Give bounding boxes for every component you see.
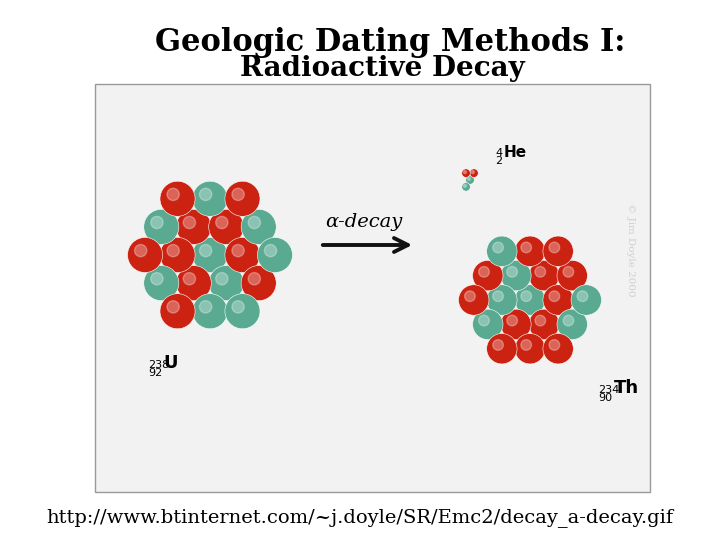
Circle shape (529, 260, 559, 291)
Circle shape (549, 242, 559, 253)
Circle shape (515, 285, 545, 315)
Circle shape (487, 285, 517, 315)
Circle shape (464, 184, 467, 187)
Circle shape (225, 294, 260, 329)
Circle shape (127, 238, 163, 273)
Circle shape (144, 210, 179, 245)
Circle shape (467, 178, 470, 180)
Circle shape (160, 294, 195, 329)
Circle shape (466, 176, 474, 184)
Circle shape (209, 266, 244, 301)
Text: 90: 90 (598, 393, 612, 403)
Circle shape (176, 266, 211, 301)
Circle shape (167, 188, 179, 200)
Circle shape (543, 334, 573, 364)
Circle shape (549, 291, 559, 301)
Circle shape (492, 291, 503, 301)
Circle shape (521, 340, 531, 350)
Circle shape (515, 236, 545, 266)
Circle shape (459, 285, 489, 315)
Text: α-decay: α-decay (325, 213, 402, 231)
Circle shape (225, 181, 260, 217)
Circle shape (248, 217, 261, 228)
Circle shape (199, 245, 212, 256)
Circle shape (150, 217, 163, 228)
Circle shape (464, 171, 467, 173)
Circle shape (557, 260, 588, 291)
Text: Th: Th (614, 379, 639, 397)
Circle shape (479, 315, 490, 326)
Circle shape (469, 169, 478, 178)
Circle shape (543, 285, 573, 315)
Circle shape (241, 210, 276, 245)
Circle shape (209, 210, 244, 245)
Text: U: U (163, 354, 178, 372)
Text: http://www.btinternet.com/~j.doyle/SR/Emc2/decay_a-decay.gif: http://www.btinternet.com/~j.doyle/SR/Em… (46, 509, 674, 528)
Circle shape (462, 169, 470, 178)
Circle shape (543, 236, 573, 266)
Circle shape (160, 181, 195, 217)
Circle shape (549, 340, 559, 350)
Circle shape (176, 210, 211, 245)
Circle shape (472, 171, 474, 173)
Circle shape (183, 217, 196, 228)
Circle shape (216, 217, 228, 228)
Circle shape (160, 238, 195, 273)
Circle shape (257, 238, 292, 273)
Text: 2: 2 (495, 156, 502, 166)
Circle shape (535, 267, 546, 277)
Circle shape (507, 267, 518, 277)
Circle shape (462, 183, 470, 191)
Circle shape (144, 266, 179, 301)
Circle shape (232, 245, 244, 256)
Circle shape (479, 267, 490, 277)
Text: © Jim Doyle 2000: © Jim Doyle 2000 (626, 203, 634, 297)
Circle shape (487, 236, 517, 266)
Circle shape (167, 301, 179, 313)
Text: 92: 92 (148, 368, 162, 378)
Circle shape (232, 188, 244, 200)
Circle shape (500, 260, 531, 291)
Circle shape (192, 181, 228, 217)
Text: He: He (504, 145, 527, 160)
Circle shape (241, 266, 276, 301)
Circle shape (464, 291, 475, 301)
Text: 234: 234 (598, 385, 619, 395)
Circle shape (264, 245, 276, 256)
Circle shape (515, 334, 545, 364)
Circle shape (150, 273, 163, 285)
Circle shape (472, 309, 503, 340)
Text: Geologic Dating Methods I:: Geologic Dating Methods I: (155, 26, 626, 57)
Circle shape (216, 273, 228, 285)
Circle shape (500, 309, 531, 340)
Text: Radioactive Decay: Radioactive Decay (240, 55, 525, 82)
Circle shape (199, 188, 212, 200)
Circle shape (521, 242, 531, 253)
Circle shape (232, 301, 244, 313)
Circle shape (535, 315, 546, 326)
Circle shape (248, 273, 261, 285)
Circle shape (135, 245, 147, 256)
Text: 4: 4 (495, 148, 502, 158)
Text: 238: 238 (148, 360, 169, 370)
Circle shape (167, 245, 179, 256)
Circle shape (521, 291, 531, 301)
Circle shape (472, 260, 503, 291)
Circle shape (577, 291, 588, 301)
Circle shape (487, 334, 517, 364)
Circle shape (192, 294, 228, 329)
Circle shape (507, 315, 518, 326)
Circle shape (199, 301, 212, 313)
Circle shape (563, 267, 574, 277)
Bar (95, 84, 650, 492)
Circle shape (192, 238, 228, 273)
Circle shape (492, 340, 503, 350)
Circle shape (571, 285, 601, 315)
Circle shape (563, 315, 574, 326)
Circle shape (557, 309, 588, 340)
Circle shape (225, 238, 260, 273)
Circle shape (529, 309, 559, 340)
Circle shape (183, 273, 196, 285)
Circle shape (492, 242, 503, 253)
